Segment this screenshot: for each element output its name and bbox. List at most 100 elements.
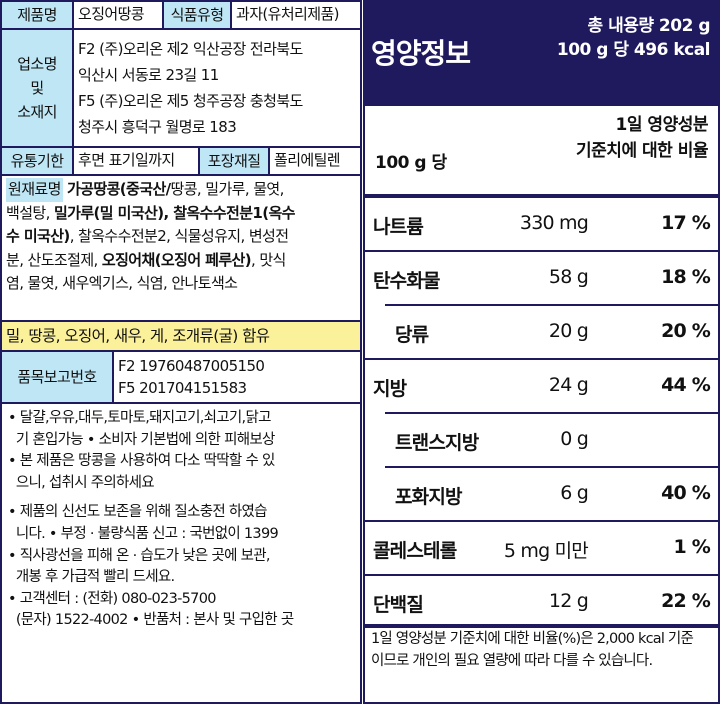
divider — [365, 520, 718, 522]
notice-line: • 달걀,우유,대두,토마토,돼지고기,쇠고기,닭고 — [8, 410, 271, 426]
maker-label-line: 및 — [30, 79, 44, 97]
nutrient-amount: 12 g — [548, 590, 589, 612]
divider — [385, 466, 718, 468]
nutrient-row: 탄수화물 58 g 18 % — [365, 252, 718, 304]
maker-line: 익산시 서동로 23길 11 — [78, 66, 219, 84]
notice-line: • 직사광선을 피해 온 · 습도가 낮은 곳에 보관, — [8, 547, 271, 564]
notice-line: 으니, 섭취시 주의하세요 — [8, 474, 155, 491]
daily-value-header: 1일 영양성분 기준치에 대한 비율 — [576, 112, 708, 164]
expiry-label: 유통기한 — [2, 148, 72, 174]
nutrient-percent: 20 % — [661, 320, 711, 342]
divider — [365, 574, 718, 576]
nutrient-name: 나트륨 — [373, 216, 424, 238]
ingredient-bold: 오징어채(오징어 페루산) — [101, 250, 252, 269]
nutrient-amount: 58 g — [548, 266, 589, 288]
divider — [385, 304, 718, 306]
nutrient-percent: 22 % — [661, 590, 711, 612]
ingredients-label: 원재료명 — [6, 178, 63, 202]
maker-label: 업소명 및 소재지 — [2, 30, 72, 146]
per-serving-label: 100 g 당 — [375, 153, 447, 173]
nutrient-amount: 6 g — [560, 482, 589, 504]
notice-line: (문자) 1522-4002 • 반품처 : 본사 및 구입한 곳 — [8, 612, 294, 629]
ingredient-text: , 찰옥수수전분2, 식물성유지, 변성전 — [69, 227, 289, 245]
nutrient-name: 지방 — [373, 378, 407, 400]
food-type: 과자(유처리제품) — [232, 2, 360, 28]
divider — [365, 624, 718, 628]
divider — [365, 358, 718, 360]
dv-header-line: 1일 영양성분 — [615, 115, 709, 135]
maker-address: F2 (주)오리온 제2 익산공장 전라북도 익산시 서동로 23길 11 F5… — [74, 30, 360, 146]
packaging-label: 포장재질 — [200, 148, 268, 174]
ingredients-block: 원재료명 가공땅콩(중국산/땅콩, 밀가루, 물엿, 백설탕, 밀가루(밀 미국… — [2, 176, 360, 320]
nutrient-amount: 20 g — [548, 320, 589, 342]
product-name-label: 제품명 — [2, 2, 72, 28]
notice-line: 기 혼입가능 • 소비자 기본법에 의한 피해보상 — [8, 431, 276, 448]
dv-header-line: 기준치에 대한 비율 — [576, 141, 708, 161]
nutrition-header: 영양정보 총 내용량 202 g 100 g 당 496 kcal — [365, 2, 718, 106]
nutrient-amount: 330 mg — [519, 212, 589, 234]
nutrition-title: 영양정보 — [371, 37, 471, 70]
ingredient-bold: 가공땅콩(중국산/ — [66, 180, 171, 198]
nutrition-facts-panel: 영양정보 총 내용량 202 g 100 g 당 496 kcal 100 g … — [363, 0, 720, 704]
report-number: F2 19760487005150 — [118, 357, 265, 375]
food-type-label: 식품유형 — [164, 2, 230, 28]
nutrient-amount: 5 mg 미만 — [503, 540, 589, 562]
nutrient-name: 단백질 — [373, 594, 424, 616]
nutrient-row: 단백질 12 g 22 % — [365, 576, 718, 628]
packaging-value: 폴리에틸렌 — [270, 148, 360, 174]
maker-line: 청주시 흥덕구 월명로 183 — [78, 118, 237, 136]
nutrition-total: 총 내용량 202 g 100 g 당 496 kcal — [556, 14, 711, 62]
ingredient-text: 백설탕, — [6, 203, 54, 222]
nutrient-name: 탄수화물 — [373, 270, 441, 292]
nutrient-row: 트랜스지방 0 g — [365, 414, 718, 466]
nutrient-amount: 0 g — [560, 428, 589, 450]
ingredient-text: 분, 산도조절제, — [6, 250, 102, 269]
nutrient-name: 포화지방 — [395, 486, 463, 508]
notice-line: • 본 제품은 땅콩을 사용하여 다소 딱딱할 수 있 — [8, 453, 275, 470]
expiry-value: 후면 표기일까지 — [74, 148, 198, 174]
report-numbers: F2 19760487005150 F5 201704151583 — [114, 352, 360, 402]
notice-line: • 제품의 신선도 보존을 위해 질소충전 하였습 — [8, 504, 268, 521]
maker-label-line: 업소명 — [17, 55, 57, 73]
notice-line: 니다. • 부정 · 불량식품 신고 : 국번없이 1399 — [8, 525, 279, 542]
maker-line: F5 (주)오리온 제5 청주공장 충청북도 — [78, 92, 303, 110]
notice-line: • 고객센터 : (전화) 080-023-5700 — [8, 590, 216, 607]
nutrient-amount: 24 g — [548, 374, 589, 396]
total-calories: 100 g 당 496 kcal — [556, 40, 711, 60]
nutrient-name: 트랜스지방 — [395, 432, 479, 454]
nutrient-row: 지방 24 g 44 % — [365, 360, 718, 412]
report-number-label: 품목보고번호 — [2, 352, 112, 402]
ingredient-bold: 밀가루(밀 미국산), 찰옥수수전분1(옥수 — [53, 203, 296, 222]
report-number: F5 201704151583 — [118, 379, 247, 397]
nutrient-name: 당류 — [395, 324, 429, 346]
maker-label-line: 소재지 — [17, 103, 57, 121]
footnote-line: 이므로 개인의 필요 열량에 따라 다를 수 있습니다. — [371, 653, 653, 669]
divider — [365, 194, 718, 198]
nutrient-percent: 1 % — [673, 536, 711, 558]
nutrient-percent: 17 % — [661, 212, 711, 234]
nutrient-percent: 40 % — [661, 482, 711, 504]
divider — [385, 412, 718, 414]
allergen-notice: 밀, 땅콩, 오징어, 새우, 게, 조개류(굴) 함유 — [2, 322, 360, 350]
nutrient-row: 당류 20 g 20 % — [365, 306, 718, 358]
ingredient-text: , 맛식 — [251, 250, 286, 269]
nutrient-name: 콜레스테롤 — [373, 540, 457, 562]
ingredient-bold: 수 미국산) — [6, 227, 70, 245]
ingredient-text: 염, 물엿, 새우엑기스, 식염, 안나토색소 — [6, 274, 238, 292]
maker-line: F2 (주)오리온 제2 익산공장 전라북도 — [78, 40, 303, 58]
nutrient-percent: 44 % — [661, 374, 711, 396]
total-content: 총 내용량 202 g — [587, 16, 711, 36]
nutrient-row: 콜레스테롤 5 mg 미만 1 % — [365, 522, 718, 574]
nutrition-footnote: 1일 영양성분 기준치에 대한 비율(%)은 2,000 kcal 기준 이므로… — [371, 628, 714, 672]
divider — [365, 250, 718, 252]
product-name: 오징어땅콩 — [74, 2, 162, 28]
footnote-line: 1일 영양성분 기준치에 대한 비율(%)은 2,000 kcal 기준 — [371, 631, 694, 647]
notice-line: 개봉 후 가급적 빨리 드세요. — [8, 569, 175, 586]
product-info-panel: 제품명 오징어땅콩 식품유형 과자(유처리제품) 업소명 및 소재지 F2 (주… — [0, 0, 362, 704]
nutrient-row: 나트륨 330 mg 17 % — [365, 198, 718, 250]
nutrient-percent: 18 % — [661, 266, 711, 288]
nutrient-row: 포화지방 6 g 40 % — [365, 468, 718, 520]
notices-block: • 달걀,우유,대두,토마토,돼지고기,쇠고기,닭고 기 혼입가능 • 소비자 … — [2, 404, 360, 702]
ingredient-text: 땅콩, 밀가루, 물엿, — [170, 180, 285, 198]
